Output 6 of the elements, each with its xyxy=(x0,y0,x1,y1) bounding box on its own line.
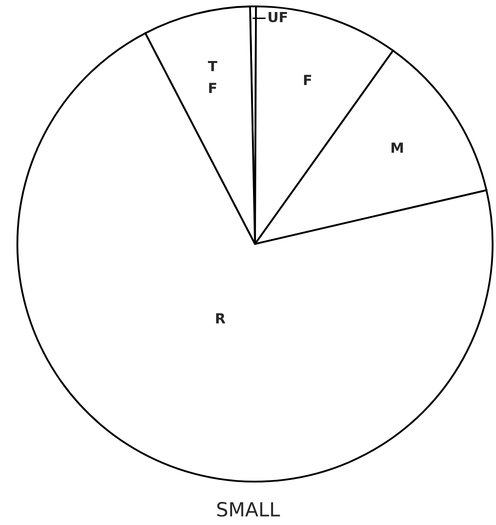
slice-label: F xyxy=(304,74,312,86)
slice-label: UF xyxy=(268,12,287,22)
text: SMALL xyxy=(217,502,280,517)
slice-label: R xyxy=(216,313,226,324)
slice-label: M xyxy=(392,142,403,153)
slice-label: T F xyxy=(208,61,218,94)
